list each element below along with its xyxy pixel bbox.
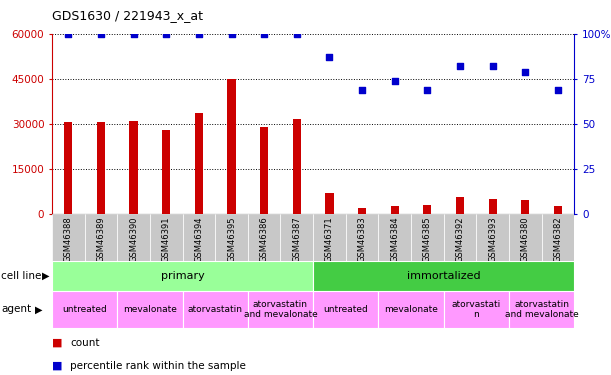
Text: GSM46395: GSM46395 xyxy=(227,216,236,262)
Bar xyxy=(162,130,170,214)
Point xyxy=(455,63,465,69)
Point xyxy=(161,31,171,37)
Bar xyxy=(84,214,117,261)
Text: GSM46371: GSM46371 xyxy=(325,216,334,262)
Text: percentile rank within the sample: percentile rank within the sample xyxy=(70,361,246,370)
Text: atorvastatin
and mevalonate: atorvastatin and mevalonate xyxy=(244,300,317,319)
Text: GSM46390: GSM46390 xyxy=(129,216,138,262)
Bar xyxy=(195,113,203,214)
Bar xyxy=(423,205,431,214)
Bar xyxy=(183,214,215,261)
Bar xyxy=(64,122,72,214)
Bar xyxy=(52,291,117,328)
Bar xyxy=(117,291,183,328)
Bar xyxy=(130,121,137,214)
Bar xyxy=(117,214,150,261)
Text: ■: ■ xyxy=(52,338,62,348)
Text: GSM46383: GSM46383 xyxy=(357,216,367,262)
Text: GSM46391: GSM46391 xyxy=(162,216,170,262)
Bar xyxy=(313,261,574,291)
Point xyxy=(129,31,139,37)
Point xyxy=(96,31,106,37)
Bar xyxy=(52,214,84,261)
Point xyxy=(423,87,433,93)
Bar xyxy=(326,193,334,214)
Text: ■: ■ xyxy=(52,361,62,370)
Bar xyxy=(542,214,574,261)
Bar xyxy=(378,291,444,328)
Text: immortalized: immortalized xyxy=(407,271,480,280)
Bar xyxy=(227,79,236,214)
Point xyxy=(292,31,302,37)
Text: primary: primary xyxy=(161,271,205,280)
Bar xyxy=(52,261,313,291)
Bar xyxy=(358,208,366,214)
Bar xyxy=(183,291,248,328)
Text: GDS1630 / 221943_x_at: GDS1630 / 221943_x_at xyxy=(52,9,203,22)
Text: untreated: untreated xyxy=(323,305,368,314)
Text: atorvastati
n: atorvastati n xyxy=(452,300,501,319)
Bar xyxy=(378,214,411,261)
Bar xyxy=(280,214,313,261)
Bar xyxy=(554,206,562,214)
Point xyxy=(553,87,563,93)
Text: atorvastatin: atorvastatin xyxy=(188,305,243,314)
Text: GSM46393: GSM46393 xyxy=(488,216,497,262)
Text: ▶: ▶ xyxy=(42,271,49,280)
Bar xyxy=(489,199,497,214)
Text: agent: agent xyxy=(1,304,31,314)
Text: atorvastatin
and mevalonate: atorvastatin and mevalonate xyxy=(505,300,579,319)
Bar xyxy=(313,291,378,328)
Text: count: count xyxy=(70,338,100,348)
Point xyxy=(64,31,73,37)
Text: mevalonate: mevalonate xyxy=(384,305,438,314)
Bar xyxy=(248,291,313,328)
Point xyxy=(357,87,367,93)
Bar xyxy=(97,122,105,214)
Text: untreated: untreated xyxy=(62,305,107,314)
Bar xyxy=(293,119,301,214)
Bar xyxy=(521,200,530,214)
Text: GSM46385: GSM46385 xyxy=(423,216,432,262)
Bar xyxy=(477,214,509,261)
Text: GSM46387: GSM46387 xyxy=(292,216,301,262)
Point xyxy=(521,69,530,75)
Bar xyxy=(444,214,477,261)
Text: GSM46380: GSM46380 xyxy=(521,216,530,262)
Bar xyxy=(260,127,268,214)
Bar xyxy=(509,291,574,328)
Text: ▶: ▶ xyxy=(35,304,42,314)
Text: GSM46386: GSM46386 xyxy=(260,216,269,262)
Bar xyxy=(444,291,509,328)
Bar xyxy=(150,214,183,261)
Point xyxy=(324,54,334,60)
Point xyxy=(488,63,497,69)
Text: GSM46384: GSM46384 xyxy=(390,216,399,262)
Bar xyxy=(215,214,248,261)
Bar xyxy=(411,214,444,261)
Text: GSM46394: GSM46394 xyxy=(194,216,203,262)
Point xyxy=(227,31,236,37)
Bar xyxy=(456,197,464,214)
Text: GSM46389: GSM46389 xyxy=(97,216,106,262)
Point xyxy=(194,31,203,37)
Bar xyxy=(248,214,280,261)
Text: mevalonate: mevalonate xyxy=(123,305,177,314)
Text: GSM46382: GSM46382 xyxy=(554,216,563,262)
Bar xyxy=(313,214,346,261)
Text: GSM46388: GSM46388 xyxy=(64,216,73,262)
Bar xyxy=(509,214,542,261)
Bar xyxy=(346,214,378,261)
Text: GSM46392: GSM46392 xyxy=(456,216,464,262)
Point xyxy=(259,31,269,37)
Bar xyxy=(390,206,399,214)
Point xyxy=(390,78,400,84)
Text: cell line: cell line xyxy=(1,271,42,280)
